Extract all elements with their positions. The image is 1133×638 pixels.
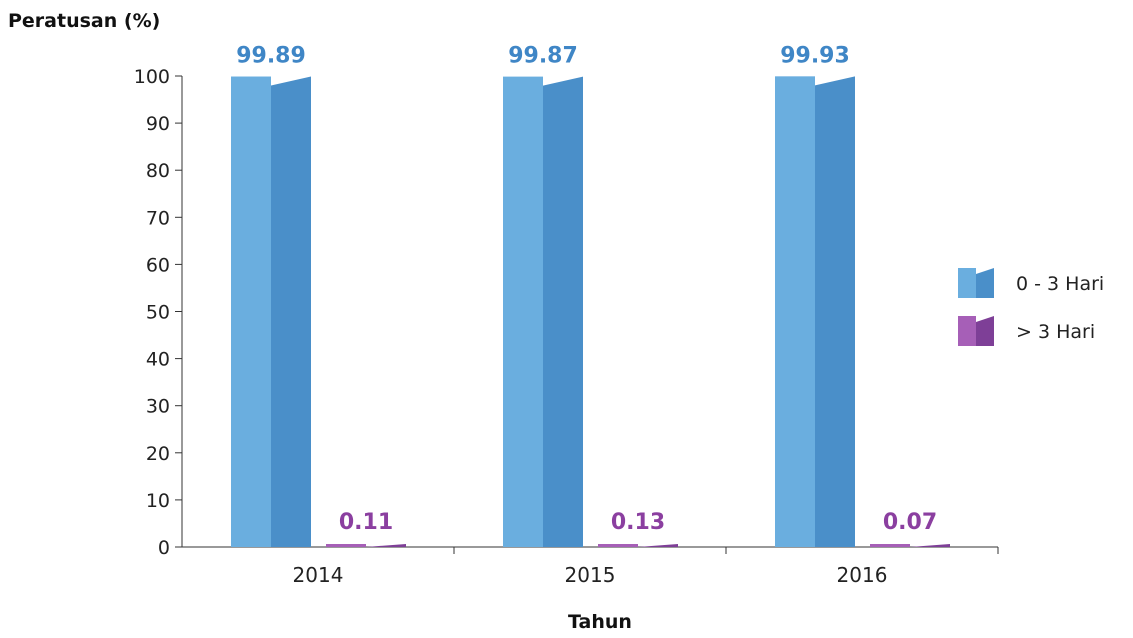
y-tick-label: 30: [146, 396, 170, 418]
bar-0-front: [775, 76, 815, 547]
legend-swatch-side: [976, 268, 994, 298]
y-tick-label: 50: [146, 302, 170, 324]
y-tick-label: 60: [146, 254, 170, 276]
bar-0-front: [231, 76, 271, 547]
data-labels: 99.89 99.87 99.93 0.11 0.13 0.07: [236, 43, 937, 535]
legend-swatch-side: [976, 316, 994, 346]
y-tick-label: 10: [146, 490, 170, 512]
y-tick-label: 90: [146, 113, 170, 135]
x-tick-label: 2015: [565, 563, 616, 587]
bar-1-front: [870, 544, 910, 547]
legend-swatch-front: [958, 268, 976, 298]
bar-1-side: [638, 544, 678, 547]
legend-swatch-front: [958, 316, 976, 346]
bar-1-side: [366, 544, 406, 547]
legend-label: 0 - 3 Hari: [1016, 273, 1104, 295]
y-axis-label: Peratusan (%): [8, 10, 160, 32]
y-tick-label: 70: [146, 207, 170, 229]
bar-1-front: [598, 544, 638, 547]
x-tick-label: 2016: [837, 563, 888, 587]
bars: [231, 76, 950, 547]
y-tick-label: 80: [146, 160, 170, 182]
data-label: 99.87: [508, 44, 578, 69]
legend-label: > 3 Hari: [1016, 321, 1095, 343]
x-axis-label: Tahun: [568, 611, 632, 633]
bar-1-side: [910, 544, 950, 547]
bar-0-side: [543, 76, 583, 547]
bar-0-side: [271, 76, 311, 547]
y-tick-label: 40: [146, 349, 170, 371]
data-label: 99.89: [236, 44, 306, 69]
y-tick-label: 0: [158, 537, 170, 559]
y-tick-label: 100: [134, 66, 170, 88]
x-tick-label: 2014: [293, 563, 344, 587]
y-tick-label: 20: [146, 443, 170, 465]
data-label: 0.13: [611, 510, 665, 535]
bar-0-side: [815, 76, 855, 547]
bar-0-front: [503, 76, 543, 547]
legend: 0 - 3 Hari > 3 Hari: [958, 268, 1104, 346]
data-label: 0.07: [883, 510, 937, 535]
bar-1-front: [326, 544, 366, 547]
axes: 0 10 20 30 40 50 60 70 80 90 100 2014 2015 2016: [134, 66, 999, 587]
data-label: 0.11: [339, 510, 393, 535]
data-label: 99.93: [780, 43, 850, 68]
